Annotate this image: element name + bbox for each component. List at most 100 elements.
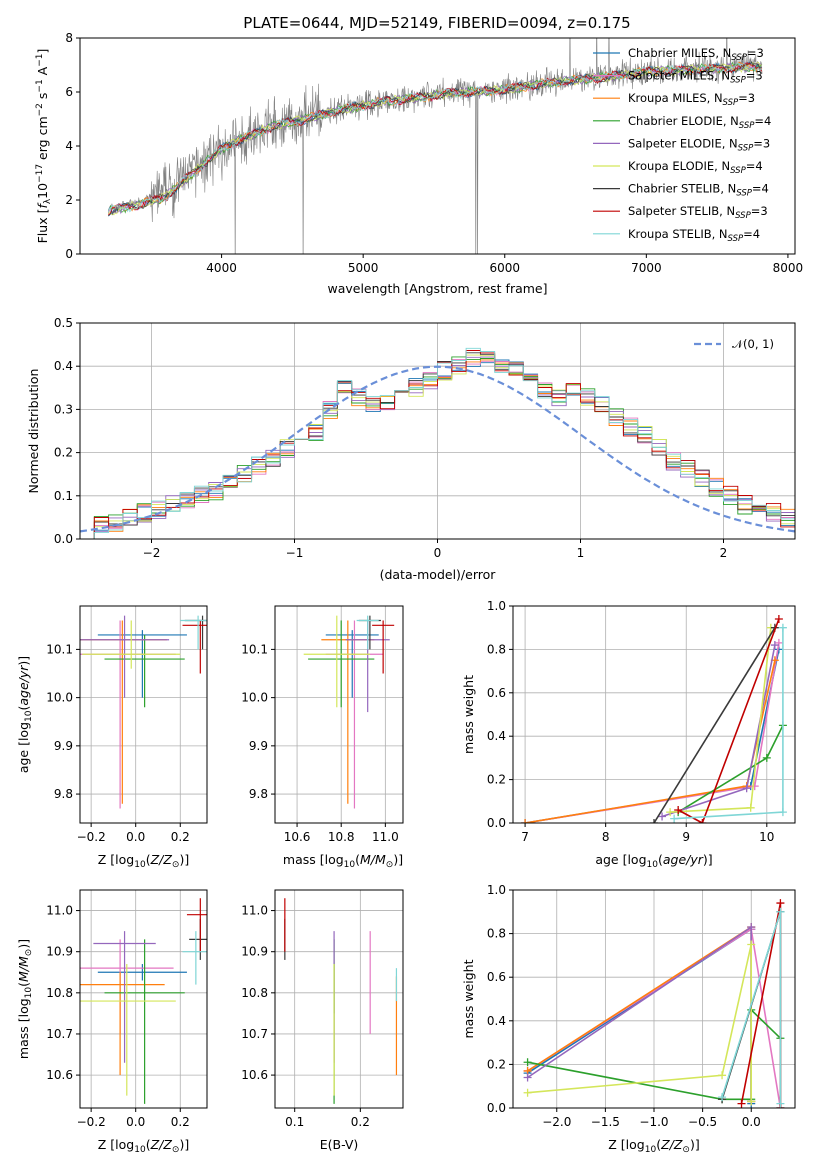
weight-marker xyxy=(776,899,785,908)
histogram-step-9 xyxy=(80,347,795,539)
y-tick-label: 10.7 xyxy=(46,1027,73,1041)
plot-area-spectrum xyxy=(107,38,763,254)
plot-area-weight-vs-age xyxy=(513,606,795,823)
weight-marker xyxy=(521,819,530,823)
weight-marker xyxy=(778,808,787,817)
plot-area-age-vs-Z xyxy=(80,606,207,823)
y-tick-label: 0.8 xyxy=(487,927,506,941)
spectrum-legend: Chabrier MILES, NSSP=3 Salpeter MILES, NS… xyxy=(593,46,771,244)
y-axis-label: age [log10(age/yr)] xyxy=(16,656,34,773)
y-axis-label: Flux [fλ10−17 erg cm−2 s−1 A−1] xyxy=(35,49,53,244)
x-tick-label: −2 xyxy=(143,546,161,560)
y-tick-label: 9.9 xyxy=(54,739,73,753)
weight-marker xyxy=(523,1073,532,1082)
error-point-4 xyxy=(104,939,185,1104)
x-tick-label: −1.5 xyxy=(591,1115,620,1129)
y-tick-label: 0.0 xyxy=(54,532,73,546)
y-tick-label: 0.1 xyxy=(54,489,73,503)
panel-residuals: −2 −1 0 1 2 0.0 0.1 0.2 0.3 0.4 0.5 (data-model)/er… xyxy=(26,316,796,582)
x-tick-label: 2 xyxy=(720,546,728,560)
y-axis-label: mass weight xyxy=(461,675,476,754)
weight-marker xyxy=(747,1097,756,1106)
y-tick-label: 0.2 xyxy=(54,446,73,460)
y-tick-label: 9.9 xyxy=(249,739,268,753)
x-tick-label: 11.0 xyxy=(372,830,399,844)
normal-curve xyxy=(80,365,795,533)
plot-area-age-vs-mass xyxy=(275,606,403,823)
weight-marker xyxy=(762,753,771,762)
panel-age-vs-Z: −0.2 0.0 0.2 9.8 9.9 10.0 10.1 Z [log10(Z/Z⊙)] a… xyxy=(16,605,208,870)
weight-marker xyxy=(778,623,787,632)
weight-marker xyxy=(774,615,783,624)
x-tick-label: −0.2 xyxy=(77,1115,106,1129)
weight-marker xyxy=(776,907,785,916)
x-tick-label: 0.0 xyxy=(126,1115,145,1129)
error-point-9 xyxy=(182,931,207,985)
y-tick-label: 10.7 xyxy=(241,1027,268,1041)
plot-area-mass-vs-EBV xyxy=(275,890,403,1108)
weight-marker xyxy=(650,819,658,823)
x-tick-label: 1 xyxy=(577,546,585,560)
legend-entry-5: Salpeter ELODIE, NSSP=3 xyxy=(628,136,770,153)
error-point-6 xyxy=(82,620,181,669)
weight-marker xyxy=(747,923,756,932)
x-tick-label: 10 xyxy=(759,830,774,844)
legend-entry-6: Kroupa ELODIE, NSSP=4 xyxy=(628,159,763,176)
x-axis-label: mass [log10(M/M⊙)] xyxy=(283,852,403,870)
weight-marker xyxy=(737,1099,746,1108)
y-tick-label: 0.6 xyxy=(487,686,506,700)
weight-marker xyxy=(718,1071,727,1080)
x-tick-label: 0.0 xyxy=(742,1115,761,1129)
y-tick-label: 10.1 xyxy=(46,642,73,656)
y-tick-label: 0.2 xyxy=(487,1057,506,1071)
x-tick-label: 8 xyxy=(602,830,610,844)
y-tick-label: 11.0 xyxy=(46,904,73,918)
x-tick-label: 0.0 xyxy=(126,830,145,844)
error-point-4 xyxy=(308,620,375,708)
x-tick-label: 5000 xyxy=(348,261,379,275)
axes-frame xyxy=(512,605,796,824)
y-tick-label: 10.9 xyxy=(241,945,268,959)
error-point-9 xyxy=(180,615,207,650)
error-point-1 xyxy=(97,964,187,981)
x-axis-label: E(B-V) xyxy=(320,1137,359,1152)
error-point-1 xyxy=(97,630,187,698)
weight-marker xyxy=(670,814,679,823)
y-tick-label: 10.0 xyxy=(46,691,73,705)
panel-mass-vs-EBV: 0.1 0.2 10.6 10.7 10.8 10.9 11.0 E(B-V) xyxy=(241,889,404,1152)
y-tick-label: 0.2 xyxy=(487,773,506,787)
legend-entry-9: Kroupa STELIB, NSSP=4 xyxy=(628,227,760,244)
axes-frame xyxy=(79,889,208,1109)
weight-marker xyxy=(666,808,675,817)
y-tick-label: 10.6 xyxy=(241,1068,268,1082)
x-tick-label: 0.1 xyxy=(285,1115,304,1129)
x-tick-label: −0.2 xyxy=(77,830,106,844)
error-point-8 xyxy=(372,620,395,674)
x-tick-label: 10.8 xyxy=(328,830,355,844)
y-tick-label: 0.4 xyxy=(487,1014,506,1028)
y-tick-label: 9.8 xyxy=(249,787,268,801)
weight-line-7 xyxy=(653,627,776,823)
x-axis-label: Z [log10(Z/Z⊙)] xyxy=(98,852,189,870)
y-tick-label: 0.0 xyxy=(487,1101,506,1115)
y-tick-label: 10.9 xyxy=(46,945,73,959)
y-tick-label: 0.0 xyxy=(487,816,506,830)
weight-marker xyxy=(523,1088,532,1097)
x-tick-label: −1.0 xyxy=(639,1115,668,1129)
plot-area-weight-vs-Z xyxy=(513,890,795,1108)
x-tick-label: 0.2 xyxy=(171,830,190,844)
spectrum-model-line-5 xyxy=(107,62,763,215)
x-tick-label: 9 xyxy=(682,830,690,844)
x-tick-label: 10.6 xyxy=(284,830,311,844)
y-tick-label: 0.5 xyxy=(54,316,73,330)
weight-marker xyxy=(658,812,667,821)
y-tick-label: 8 xyxy=(65,31,73,45)
legend-entry-8: Salpeter STELIB, NSSP=3 xyxy=(628,204,768,221)
x-tick-label: 4000 xyxy=(206,261,237,275)
x-tick-label: 7 xyxy=(521,830,529,844)
legend-entry-normal: 𝒩(0, 1) xyxy=(732,337,774,351)
plot-area-residuals xyxy=(80,323,795,539)
plot-area-mass-vs-Z xyxy=(80,890,207,1108)
y-tick-label: 10.6 xyxy=(46,1068,73,1082)
